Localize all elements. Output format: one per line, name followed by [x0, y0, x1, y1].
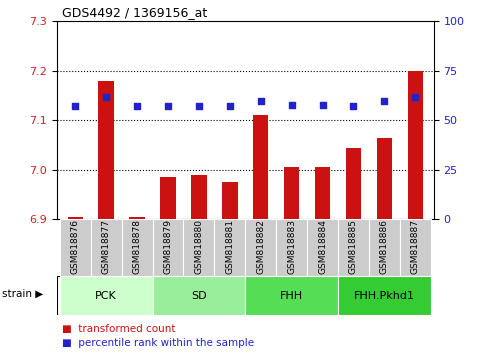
Text: SD: SD	[191, 291, 207, 301]
Text: GSM818881: GSM818881	[225, 219, 234, 274]
Text: GSM818887: GSM818887	[411, 219, 420, 274]
Bar	[129, 217, 145, 219]
Text: FHH: FHH	[280, 291, 303, 301]
Bar	[191, 175, 207, 219]
Text: GSM818877: GSM818877	[102, 219, 110, 274]
Bar	[408, 71, 423, 219]
Text: ■  transformed count: ■ transformed count	[62, 324, 175, 334]
Text: GSM818885: GSM818885	[349, 219, 358, 274]
Text: GSM818886: GSM818886	[380, 219, 389, 274]
Point	[288, 102, 296, 107]
Bar	[369, 219, 400, 276]
Text: strain ▶: strain ▶	[2, 289, 44, 299]
Bar	[338, 276, 431, 315]
Bar	[214, 219, 245, 276]
Bar	[60, 219, 91, 276]
Bar	[276, 219, 307, 276]
Text: GSM818876: GSM818876	[70, 219, 80, 274]
Text: GSM818880: GSM818880	[194, 219, 204, 274]
Text: GDS4492 / 1369156_at: GDS4492 / 1369156_at	[62, 6, 207, 19]
Text: GSM818883: GSM818883	[287, 219, 296, 274]
Point	[133, 104, 141, 109]
Bar	[183, 219, 214, 276]
Bar	[245, 219, 276, 276]
Text: ■  percentile rank within the sample: ■ percentile rank within the sample	[62, 338, 254, 348]
Bar	[222, 182, 238, 219]
Point	[257, 98, 265, 103]
Text: PCK: PCK	[95, 291, 117, 301]
Text: GSM818878: GSM818878	[133, 219, 141, 274]
Point	[102, 94, 110, 99]
Bar	[284, 167, 299, 219]
Point	[164, 104, 172, 109]
Bar	[91, 219, 122, 276]
Bar	[152, 219, 183, 276]
Bar	[307, 219, 338, 276]
Bar	[400, 219, 431, 276]
Point	[350, 104, 357, 109]
Point	[381, 98, 388, 103]
Bar	[346, 148, 361, 219]
Point	[71, 104, 79, 109]
Bar	[338, 219, 369, 276]
Point	[411, 94, 419, 99]
Text: GSM818882: GSM818882	[256, 219, 265, 274]
Bar	[152, 276, 246, 315]
Text: GSM818884: GSM818884	[318, 219, 327, 274]
Point	[195, 104, 203, 109]
Text: GSM818879: GSM818879	[164, 219, 173, 274]
Point	[318, 102, 326, 107]
Bar	[99, 81, 114, 219]
Bar	[60, 276, 152, 315]
Bar	[245, 276, 338, 315]
Bar	[160, 177, 176, 219]
Bar	[122, 219, 152, 276]
Text: FHH.Pkhd1: FHH.Pkhd1	[354, 291, 415, 301]
Bar	[315, 167, 330, 219]
Bar	[377, 138, 392, 219]
Point	[226, 104, 234, 109]
Bar	[68, 217, 83, 219]
Bar	[253, 115, 269, 219]
